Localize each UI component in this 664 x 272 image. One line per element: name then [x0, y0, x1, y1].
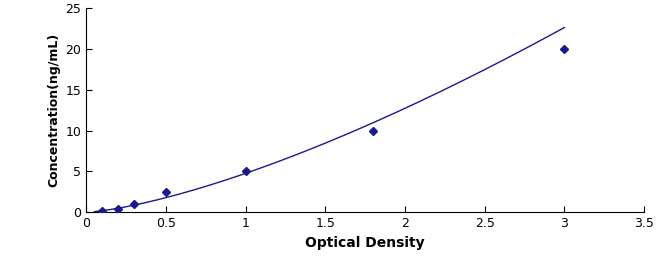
Y-axis label: Concentration(ng/mL): Concentration(ng/mL) [47, 33, 60, 187]
X-axis label: Optical Density: Optical Density [305, 236, 425, 250]
